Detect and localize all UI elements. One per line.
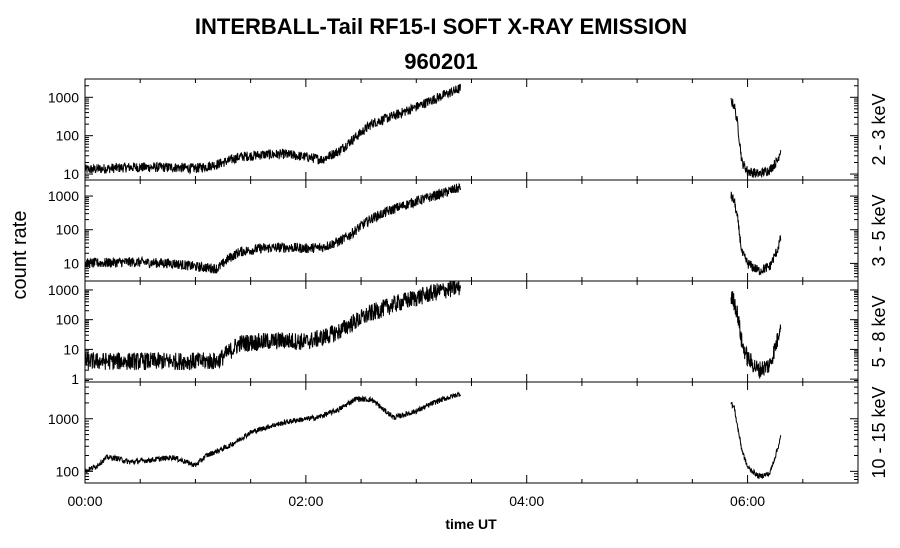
y-axis-label: count rate bbox=[9, 211, 31, 300]
y-tick-label: 10 bbox=[63, 255, 79, 271]
data-series-line bbox=[84, 182, 461, 274]
data-series-line bbox=[730, 291, 782, 379]
panel-2: 10 100 1000 3 - 5 keV bbox=[48, 179, 889, 282]
data-series-line bbox=[730, 97, 782, 178]
y-tick-label: 100 bbox=[56, 463, 80, 479]
band-label: 5 - 8 keV bbox=[869, 295, 889, 367]
x-axis-label: time UT bbox=[445, 516, 497, 532]
x-tick-label: 00:00 bbox=[67, 493, 102, 509]
chart-subtitle: 960201 bbox=[404, 49, 477, 74]
y-tick-label: 100 bbox=[56, 128, 80, 144]
y-tick-label: 10 bbox=[63, 166, 79, 182]
chart-title: INTERBALL-Tail RF15-I SOFT X-RAY EMISSIO… bbox=[195, 14, 687, 39]
y-tick-label: 1000 bbox=[48, 411, 79, 427]
band-label: 10 - 15 keV bbox=[869, 386, 889, 478]
y-tick-label: 100 bbox=[56, 222, 80, 238]
y-tick-label: 1 bbox=[71, 371, 79, 387]
band-label: 2 - 3 keV bbox=[869, 93, 889, 165]
x-tick-label: 06:00 bbox=[730, 493, 765, 509]
panel-3: 1 10 100 1000 5 - 8 keV bbox=[48, 280, 889, 387]
data-series-line bbox=[84, 391, 461, 474]
panel-4: 100 1000 10 - 15 keV bbox=[48, 381, 889, 484]
x-tick-label: 04:00 bbox=[509, 493, 544, 509]
y-tick-label: 1000 bbox=[48, 188, 79, 204]
data-series-line bbox=[730, 402, 782, 480]
y-tick-label: 100 bbox=[56, 312, 80, 328]
y-tick-label: 1000 bbox=[48, 282, 79, 298]
data-series-line bbox=[730, 191, 782, 276]
data-series-line bbox=[84, 83, 461, 176]
panel-frame bbox=[84, 280, 859, 383]
band-label: 3 - 5 keV bbox=[869, 194, 889, 266]
y-tick-label: 1000 bbox=[48, 89, 79, 105]
x-tick-label: 02:00 bbox=[288, 493, 323, 509]
data-series-line bbox=[84, 280, 461, 371]
x-axis-ticks: 00:00 02:00 04:00 06:00 bbox=[67, 493, 765, 509]
panel-1: 10 100 1000 2 - 3 keV bbox=[48, 78, 889, 182]
panel-frame bbox=[84, 381, 859, 484]
y-tick-label: 10 bbox=[63, 341, 79, 357]
